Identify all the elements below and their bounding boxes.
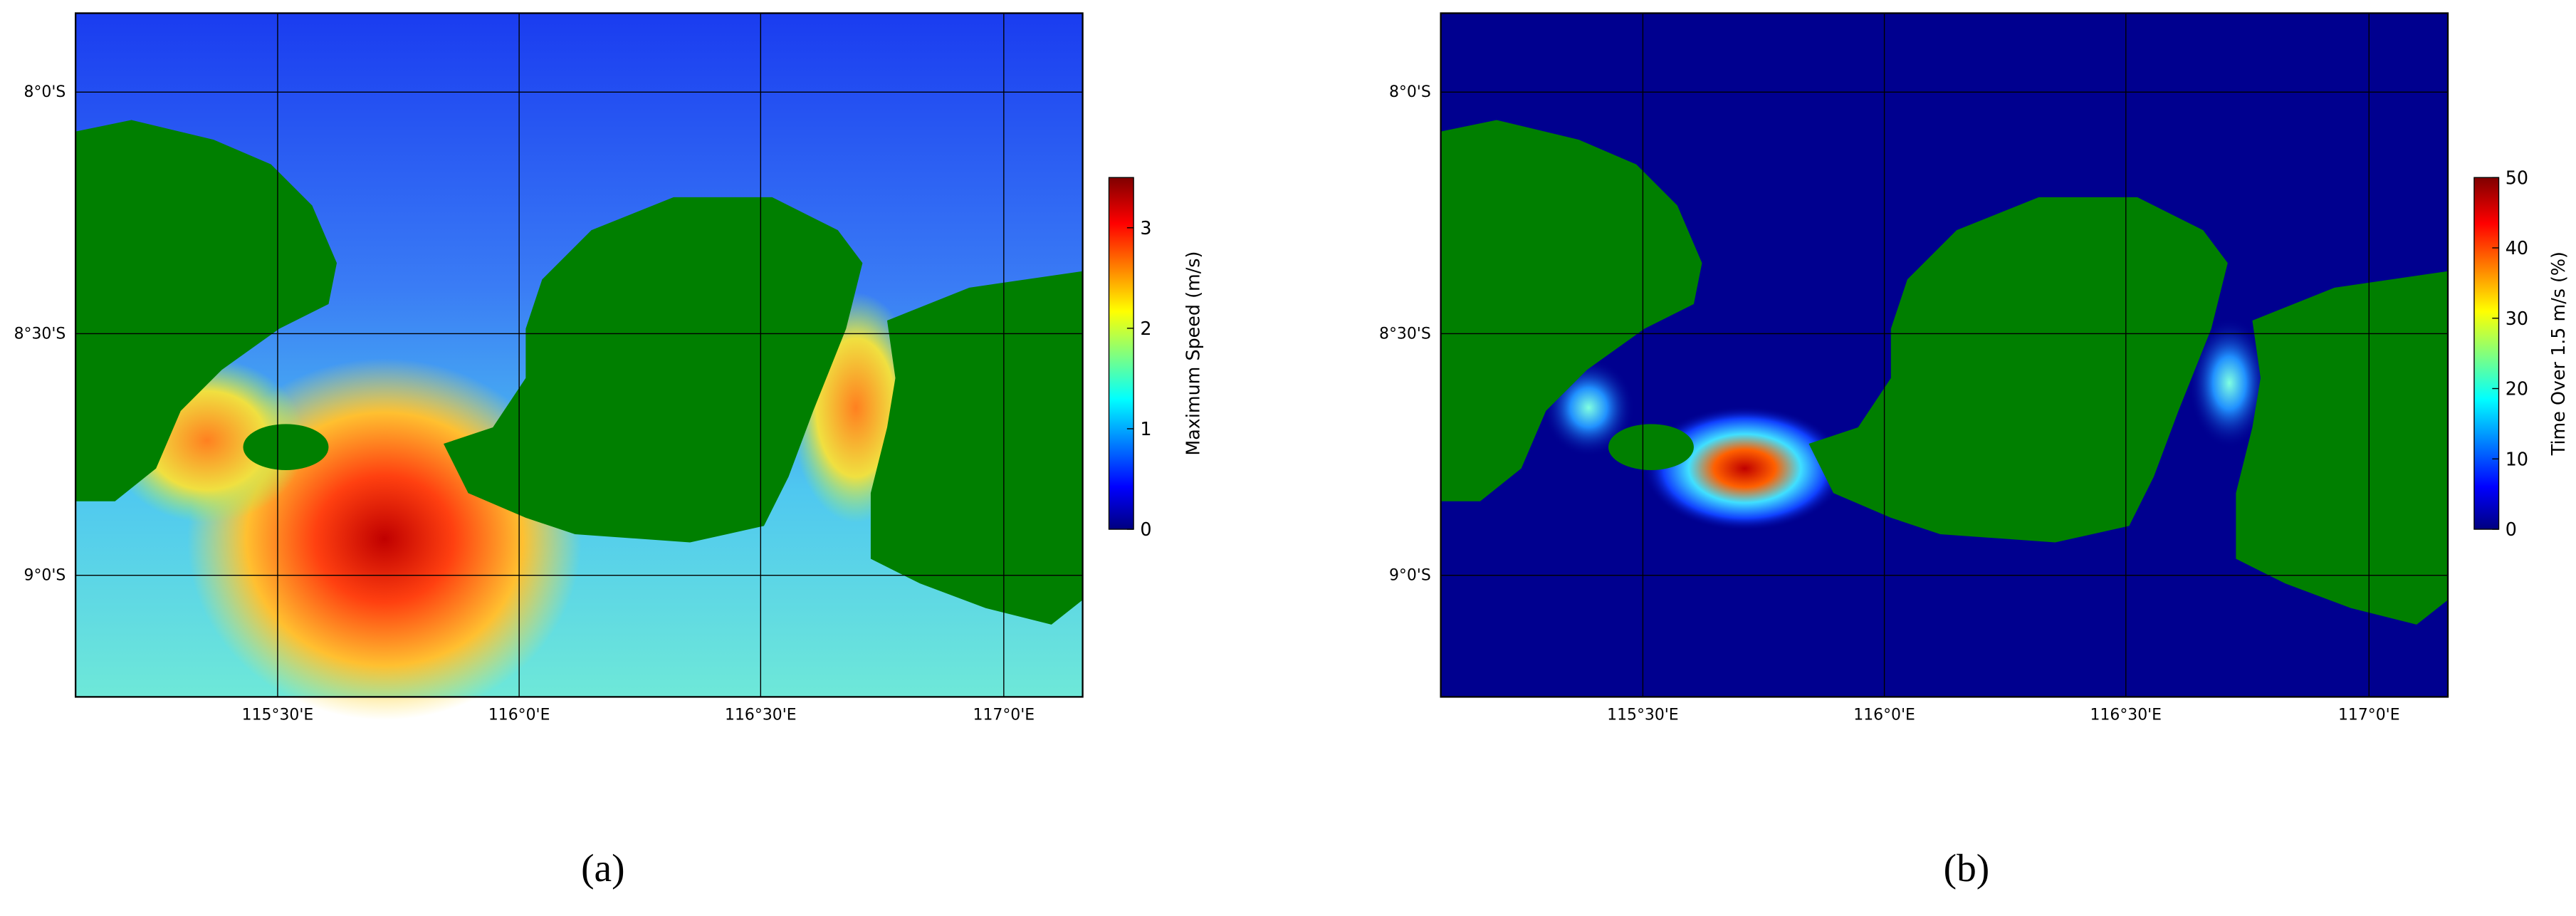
colorbar-tick-label: 50	[2506, 167, 2528, 188]
map-panel: 8°0'S 8°30'S 9°0'S 115°30'E 116°0'E 116°30'E 1…	[14, 12, 1084, 724]
lon-tick-label: 115°30'E	[1607, 707, 1679, 724]
lat-tick-label: 9°0'S	[24, 567, 66, 585]
colorbar-label: Time Over 1.5 m/s (%)	[2548, 251, 2569, 456]
colorbar-tick-label: 0	[1140, 519, 1151, 540]
colorbar-tick-label: 0	[2506, 519, 2517, 540]
colorbar-tick-label: 2	[1140, 318, 1151, 339]
lat-tick-label: 8°30'S	[14, 325, 66, 343]
colorbar-tick-label: 20	[2506, 378, 2528, 400]
colorbar	[2473, 177, 2500, 530]
lat-tick-label: 8°0'S	[24, 83, 66, 101]
panel-caption: (b)	[1944, 846, 1990, 890]
time-hotspot	[1643, 405, 1847, 531]
lon-tick-label: 117°0'E	[973, 707, 1035, 724]
map-frame	[74, 12, 1084, 698]
panel-caption: (a)	[581, 846, 624, 890]
colorbar-tick-label: 3	[1140, 217, 1151, 239]
lon-tick-label: 116°0'E	[1853, 707, 1915, 724]
lon-tick-label: 117°0'E	[2338, 707, 2400, 724]
lat-tick-label: 9°0'S	[1389, 567, 1431, 585]
time-hotspot	[2188, 317, 2271, 449]
colorbar	[1108, 177, 1134, 530]
colorbar-tick-label: 1	[1140, 418, 1151, 439]
lon-tick-label: 116°0'E	[488, 707, 550, 724]
lon-tick-label: 115°30'E	[242, 707, 314, 724]
map-panel: 8°0'S 8°30'S 9°0'S 115°30'E 116°0'E 116°30'E 1…	[1379, 12, 2449, 724]
lat-tick-label: 8°0'S	[1389, 83, 1431, 101]
map-frame	[1440, 12, 2449, 698]
lat-tick-label: 8°30'S	[1379, 325, 1431, 343]
colorbar-tick-label: 30	[2506, 308, 2528, 329]
colorbar-tick-label: 10	[2506, 448, 2528, 469]
lon-tick-label: 116°30'E	[2090, 707, 2162, 724]
lon-tick-label: 116°30'E	[725, 707, 797, 724]
colorbar-tick-label: 40	[2506, 237, 2528, 259]
colorbar-label: Maximum Speed (m/s)	[1182, 251, 1203, 456]
